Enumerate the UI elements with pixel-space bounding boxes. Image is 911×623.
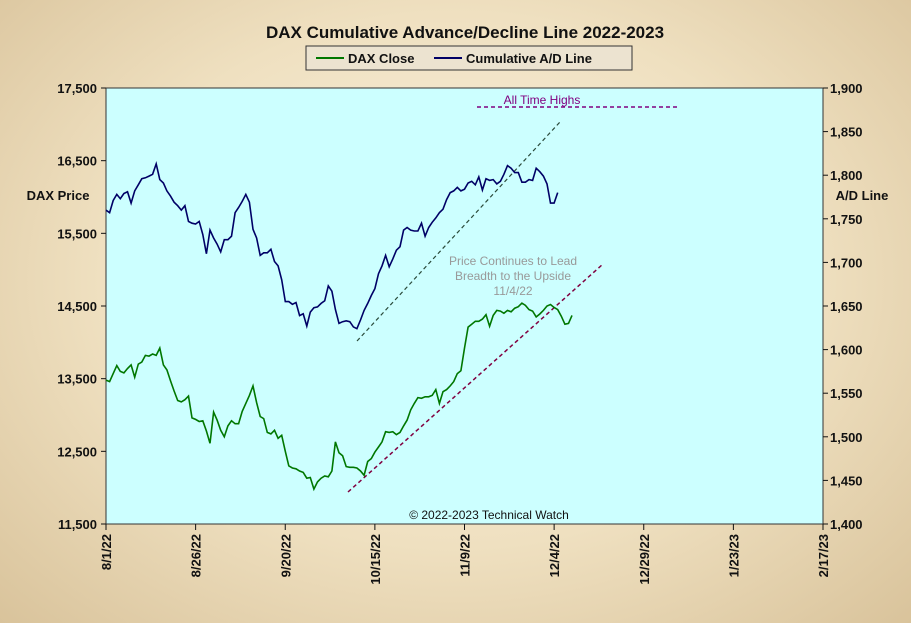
annotation-price-leads-2: Breadth to the Upside <box>455 269 571 283</box>
x-tick-label: 8/1/22 <box>99 534 114 570</box>
series-line-cumulative-ad <box>105 161 559 330</box>
x-tick-label: 11/9/22 <box>458 534 473 577</box>
legend-label-ad: Cumulative A/D Line <box>466 51 592 66</box>
y-right-tick-label: 1,500 <box>830 430 863 445</box>
ad-trend-line <box>356 121 561 342</box>
copyright-notice: © 2022-2023 Technical Watch <box>409 508 569 522</box>
y-axis-right: 1,900 1,850 1,800 1,750 1,700 1,650 1,600 1,550… <box>823 81 863 532</box>
x-tick-label: 12/29/22 <box>637 534 652 585</box>
y-right-tick-label: 1,400 <box>830 517 863 532</box>
x-tick-label: 10/15/22 <box>368 534 383 585</box>
y-axis-right-label: A/D Line <box>836 188 889 203</box>
y-right-tick-label: 1,800 <box>830 168 863 183</box>
x-tick-label: 8/26/22 <box>189 534 204 577</box>
y-left-tick-label: 12,500 <box>57 444 97 459</box>
y-right-tick-label: 1,450 <box>830 473 863 488</box>
y-left-tick-label: 13,500 <box>57 372 97 387</box>
annotation-date: 11/4/22 <box>493 284 532 298</box>
annotation-price-leads-1: Price Continues to Lead <box>449 254 577 268</box>
x-tick-label: 2/17/23 <box>816 534 831 577</box>
y-left-tick-label: 17,500 <box>57 81 97 96</box>
annotation-all-time-highs: All Time Highs <box>504 93 581 107</box>
x-axis: 8/1/22 8/26/22 9/20/22 10/15/22 11/9/22 12/4/… <box>99 524 831 585</box>
y-left-tick-label: 15,500 <box>57 226 97 241</box>
x-tick-label: 9/20/22 <box>278 534 293 577</box>
y-right-tick-label: 1,750 <box>830 212 863 227</box>
y-axis-left-label: DAX Price <box>27 188 90 203</box>
y-right-tick-label: 1,700 <box>830 255 863 270</box>
x-tick-label: 1/23/23 <box>726 534 741 577</box>
y-axis-left: 17,500 16,500 15,500 14,500 13,500 12,500 11,5… <box>57 81 106 532</box>
legend: DAX Close Cumulative A/D Line <box>305 45 633 71</box>
x-tick-label: 12/4/22 <box>547 534 562 577</box>
y-right-tick-label: 1,900 <box>830 81 863 96</box>
chart-title: DAX Cumulative Advance/Decline Line 2022… <box>266 23 664 42</box>
plot-area <box>105 87 824 525</box>
y-left-tick-label: 11,500 <box>58 517 97 532</box>
y-right-tick-label: 1,850 <box>830 125 863 140</box>
y-right-tick-label: 1,650 <box>830 299 863 314</box>
y-left-tick-label: 14,500 <box>57 299 97 314</box>
series-line-dax-close <box>105 302 573 492</box>
y-right-tick-label: 1,600 <box>830 343 863 358</box>
legend-label-dax: DAX Close <box>348 51 414 66</box>
y-left-tick-label: 16,500 <box>57 154 97 169</box>
price-trend-line <box>347 263 604 493</box>
y-right-tick-label: 1,550 <box>830 386 863 401</box>
